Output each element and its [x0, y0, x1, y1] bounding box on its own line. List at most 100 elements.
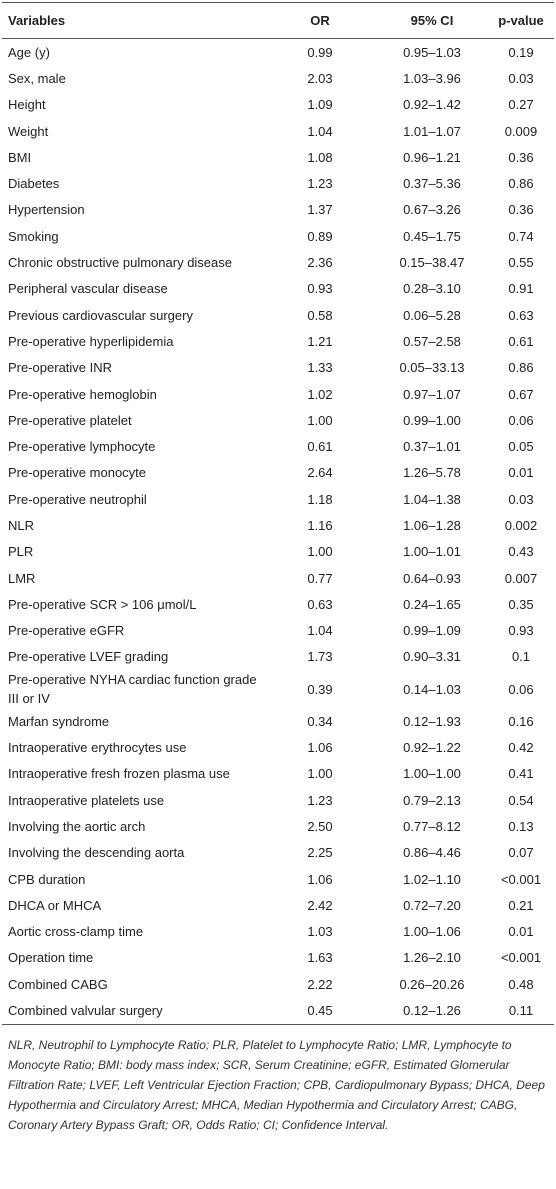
variable-cell: Hypertension — [8, 202, 85, 218]
variable-cell: Height — [8, 97, 46, 113]
table-row: Intraoperative erythrocytes use 1.06 0.92–… — [2, 734, 554, 760]
variable-cell: Pre-operative neutrophil — [8, 491, 147, 507]
value-cell: 1.04 — [307, 623, 333, 639]
table-header: Variables OR 95% CI p-value — [2, 2, 554, 39]
value-cell: 0.21 — [508, 897, 534, 913]
value-cell: 0.74 — [508, 228, 534, 244]
value-cell: 1.21 — [307, 333, 333, 349]
table-row: DHCA or MHCA 2.42 0.72–7.20 0.21 — [2, 892, 554, 918]
value-cell: 2.50 — [307, 818, 333, 834]
value-cell: 1.00 — [307, 544, 333, 560]
table-row: NLR 1.16 1.06–1.28 0.002 — [2, 512, 554, 538]
table-row: Chronic obstructive pulmonary disease 2.3… — [2, 249, 554, 275]
variable-cell: Pre-operative monocyte — [8, 465, 147, 481]
value-cell: 0.39 — [307, 681, 333, 697]
variable-cell: Operation time — [8, 950, 94, 966]
value-cell: 0.01 — [508, 924, 534, 940]
table-row: Combined valvular surgery 0.45 0.12–1.26 0.… — [2, 997, 554, 1025]
value-cell: 1.08 — [307, 149, 333, 165]
variable-cell: Involving the aortic arch — [8, 818, 146, 834]
value-cell: 0.03 — [508, 491, 534, 507]
variable-cell: Aortic cross-clamp time — [8, 924, 144, 940]
value-cell: 1.23 — [307, 792, 333, 808]
value-cell: 0.99 — [307, 44, 333, 60]
value-cell: 0.43 — [508, 544, 534, 560]
value-cell: 0.54 — [508, 792, 534, 808]
table-body: Age (y) 0.99 0.95–1.03 0.19 Sex, male 2.03 1.0… — [2, 39, 554, 1025]
table-row: CPB duration 1.06 1.02–1.10 <0.001 — [2, 866, 554, 892]
value-cell: 0.72–7.20 — [403, 897, 461, 913]
value-cell: 1.06–1.28 — [403, 517, 461, 533]
variable-cell: Age (y) — [8, 44, 50, 60]
value-cell: <0.001 — [500, 871, 542, 887]
table-row: Aortic cross-clamp time 1.03 1.00–1.06 0.01 — [2, 919, 554, 945]
value-cell: 0.36 — [508, 149, 534, 165]
value-cell: 1.03 — [307, 924, 333, 940]
value-cell: 1.23 — [307, 176, 333, 192]
table-row: Pre-operative lymphocyte 0.61 0.37–1.01 0.0… — [2, 433, 554, 459]
value-cell: 0.01 — [508, 465, 534, 481]
value-cell: 0.67 — [508, 386, 534, 402]
value-cell: 0.96–1.21 — [403, 149, 461, 165]
value-cell: 0.86 — [508, 176, 534, 192]
value-cell: 0.91 — [508, 281, 534, 297]
table-row: Pre-operative SCR > 106 μmol/L 0.63 0.24–1… — [2, 591, 554, 617]
value-cell: 0.63 — [508, 307, 534, 323]
table-row: Pre-operative INR 1.33 0.05–33.13 0.86 — [2, 355, 554, 381]
value-cell: 0.45–1.75 — [403, 228, 461, 244]
value-cell: 1.16 — [307, 517, 333, 533]
value-cell: 1.03–3.96 — [403, 70, 461, 86]
table-row: Weight 1.04 1.01–1.07 0.009 — [2, 118, 554, 144]
value-cell: 0.37–1.01 — [403, 439, 461, 455]
results-table: Variables OR 95% CI p-value Age (y) 0.99 0.95… — [2, 2, 554, 1025]
variable-cell: Chronic obstructive pulmonary disease — [8, 255, 232, 271]
variable-cell: Intraoperative erythrocytes use — [8, 740, 187, 756]
value-cell: 0.13 — [508, 818, 534, 834]
header-cell: Variables — [2, 2, 264, 39]
value-cell: 0.67–3.26 — [403, 202, 461, 218]
value-cell: 0.06–5.28 — [403, 307, 461, 323]
value-cell: 1.00 — [307, 412, 333, 428]
value-cell: 0.1 — [511, 649, 531, 665]
table-row: Operation time 1.63 1.26–2.10 <0.001 — [2, 945, 554, 971]
value-cell: 1.06 — [307, 871, 333, 887]
value-cell: 0.35 — [508, 596, 534, 612]
variable-cell: Peripheral vascular disease — [8, 281, 168, 297]
table-row: Sex, male 2.03 1.03–3.96 0.03 — [2, 65, 554, 91]
value-cell: 1.02–1.10 — [403, 871, 461, 887]
value-cell: 0.12–1.26 — [376, 997, 488, 1025]
value-cell: 0.12–1.93 — [403, 713, 461, 729]
value-cell: 0.89 — [307, 228, 333, 244]
table-row: Hypertension 1.37 0.67–3.26 0.36 — [2, 197, 554, 223]
value-cell: 1.09 — [307, 97, 333, 113]
value-cell: 2.03 — [307, 70, 333, 86]
header-cell: OR — [264, 2, 376, 39]
value-cell: 0.002 — [504, 517, 538, 533]
value-cell: 1.06 — [307, 740, 333, 756]
value-cell: 0.92–1.22 — [403, 740, 461, 756]
variable-cell: Pre-operative hyperlipidemia — [8, 333, 174, 349]
table-row: Pre-operative NYHA cardiac function grad… — [2, 670, 554, 708]
header-row: Variables OR 95% CI p-value — [2, 2, 554, 39]
table-row: Previous cardiovascular surgery 0.58 0.06–… — [2, 302, 554, 328]
table-row: Age (y) 0.99 0.95–1.03 0.19 — [2, 39, 554, 66]
value-cell: 2.64 — [307, 465, 333, 481]
value-cell: 0.77 — [307, 570, 333, 586]
variable-cell: Intraoperative platelets use — [8, 792, 165, 808]
value-cell: 1.26–5.78 — [403, 465, 461, 481]
variable-cell: Smoking — [8, 228, 59, 244]
table-row: Peripheral vascular disease 0.93 0.28–3.10… — [2, 276, 554, 302]
value-cell: 0.99–1.00 — [403, 412, 461, 428]
value-cell: 0.19 — [508, 44, 534, 60]
table-row: Pre-operative hemoglobin 1.02 0.97–1.07 0.6… — [2, 381, 554, 407]
value-cell: 0.48 — [508, 976, 534, 992]
variable-cell: CPB duration — [8, 871, 86, 887]
value-cell: 0.45 — [264, 997, 376, 1025]
table-row: Pre-operative LVEF grading 1.73 0.90–3.31 0… — [2, 644, 554, 670]
variable-cell: Pre-operative NYHA cardiac function grad… — [8, 672, 257, 707]
value-cell: 0.27 — [508, 97, 534, 113]
value-cell: 1.00–1.06 — [403, 924, 461, 940]
value-cell: 0.92–1.42 — [403, 97, 461, 113]
variable-cell: Intraoperative fresh frozen plasma use — [8, 766, 230, 782]
